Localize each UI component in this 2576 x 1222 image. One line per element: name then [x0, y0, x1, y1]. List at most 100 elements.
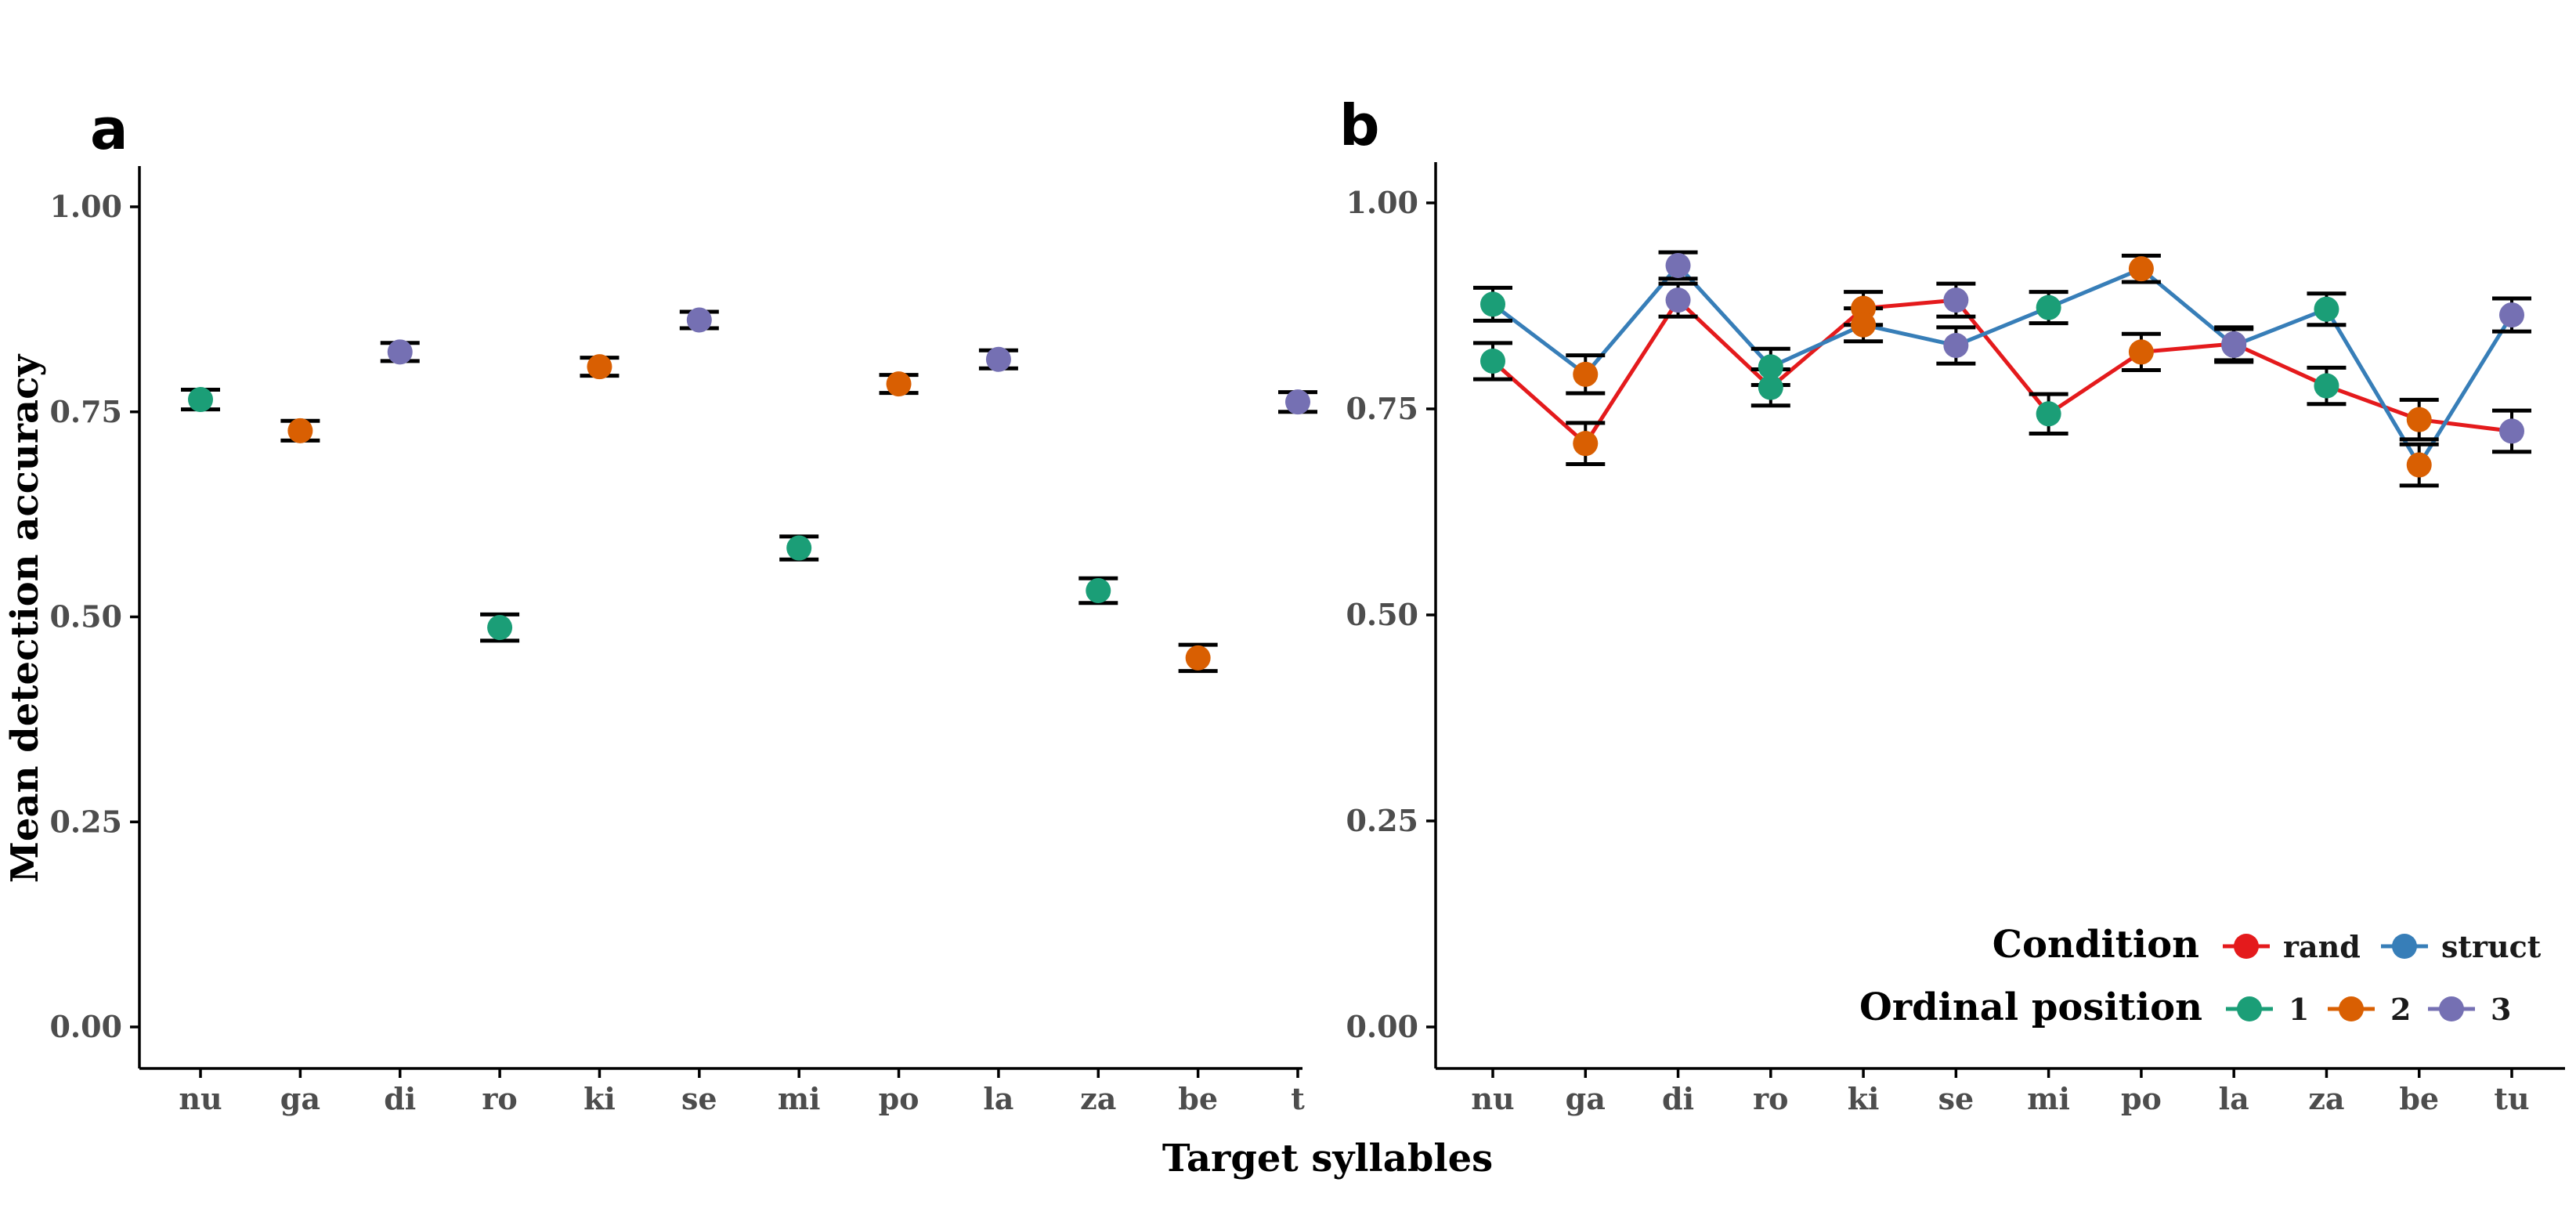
legend-position-1-label: 1: [2289, 992, 2309, 1027]
panel-b-x-tick-label: tu: [2494, 1081, 2529, 1116]
panel-b-x-tick-label: nu: [1471, 1081, 1514, 1116]
legend-rand-label: rand: [2283, 929, 2361, 964]
panel-a-x-tick-label: be: [1178, 1081, 1218, 1116]
panel-a-x-tick-label: po: [879, 1081, 919, 1116]
panel-b-x-tick-label: se: [1938, 1081, 1974, 1116]
panel-b-rand-point: [2406, 407, 2432, 432]
panel-b-x-tick-label: be: [2399, 1081, 2439, 1116]
panel-a-x-tick-label: nu: [179, 1081, 222, 1116]
panel-a-x-tick-label: ro: [482, 1081, 517, 1116]
panel-b-struct-point: [2499, 302, 2524, 328]
legend-item-struct: struct: [2381, 929, 2542, 964]
panel-b-x-tick-label: di: [1662, 1081, 1694, 1116]
legend-position-3-marker: [2439, 996, 2464, 1021]
panel-b-y-ticks: 0.00 0.25 0.50 0.75 1.00: [1346, 185, 1436, 1044]
legend-struct-marker: [2392, 934, 2417, 959]
panel-a-x-tick-label: la: [983, 1081, 1013, 1116]
panel-a-point: [487, 615, 513, 641]
panel-b-points: [1473, 250, 2531, 488]
panel-b-y-tick-label: 0.25: [1346, 803, 1418, 838]
legend-position-1-marker: [2237, 996, 2262, 1021]
panel-b-struct-point: [2128, 256, 2154, 282]
panel-b-struct-point: [1758, 354, 1783, 380]
legend-rand-marker: [2234, 934, 2259, 959]
panel-b-rand-point: [2036, 401, 2061, 427]
panel-a: a 0.00 0.25 0.50 0.75 1.00 nu ga di ro ki se mi po l…: [49, 96, 1317, 1116]
panel-a-x-tick-label: za: [1080, 1081, 1116, 1116]
panel-b-x-tick-label: ga: [1566, 1081, 1606, 1116]
panel-a-x-ticks: nu ga di ro ki se mi po la za be t: [179, 1068, 1305, 1116]
panel-b-x-tick-label: ki: [1848, 1081, 1880, 1116]
panel-b-struct-point: [1665, 252, 1691, 278]
legend-item-position-1: 1: [2226, 992, 2309, 1027]
panel-b-rand-point: [1758, 374, 1783, 400]
panel-b-struct-point: [1480, 291, 1505, 317]
panel-b-rand-point: [2128, 339, 2154, 365]
panel-a-y-tick-label: 0.75: [49, 394, 122, 429]
legend-item-position-3: 3: [2428, 992, 2511, 1027]
panel-b-y-tick-label: 0.75: [1346, 391, 1418, 426]
panel-a-y-ticks: 0.00 0.25 0.50 0.75 1.00: [49, 189, 139, 1044]
panel-b-rand-point: [1665, 287, 1691, 313]
panel-a-point: [786, 535, 812, 561]
panel-a-y-tick-label: 0.50: [49, 599, 122, 634]
panel-a-point: [886, 371, 912, 397]
legend: Condition rand struct Ordinal position 1: [1859, 923, 2542, 1029]
legend-position-2-label: 2: [2390, 992, 2411, 1027]
panel-b-rand-point: [1943, 287, 1969, 313]
panel-b-struct-point: [2406, 452, 2432, 478]
panel-a-point: [985, 346, 1011, 372]
panel-a-point: [188, 387, 213, 413]
panel-b-x-tick-label: mi: [2027, 1081, 2070, 1116]
panel-b-rand-point: [2499, 418, 2524, 444]
legend-position-title: Ordinal position: [1859, 985, 2202, 1029]
panel-b-struct-point: [1851, 312, 1877, 338]
legend-condition-title: Condition: [1993, 923, 2199, 967]
panel-a-point: [387, 339, 413, 365]
panel-b-rand-point: [1480, 348, 1505, 374]
panel-b-x-tick-label: ro: [1753, 1081, 1788, 1116]
panel-a-point: [287, 418, 313, 443]
panel-b-y-tick-label: 0.00: [1346, 1009, 1418, 1044]
legend-struct-label: struct: [2441, 929, 2542, 964]
legend-position-3-label: 3: [2491, 992, 2511, 1027]
panel-a-x-tick-label: t: [1291, 1081, 1305, 1116]
panel-a-x-tick-label: mi: [778, 1081, 821, 1116]
panel-b-y-tick-label: 0.50: [1346, 597, 1418, 632]
panel-b-x-tick-label: po: [2121, 1081, 2162, 1116]
panel-b-x-tick-label: za: [2308, 1081, 2344, 1116]
panel-b-rand-point: [2314, 373, 2339, 399]
panel-b-struct-point: [2036, 295, 2061, 320]
panel-a-y-tick-label: 1.00: [49, 189, 122, 224]
legend-item-rand: rand: [2223, 929, 2361, 964]
panel-a-points: [181, 307, 1317, 674]
panel-a-x-tick-label: di: [384, 1081, 416, 1116]
legend-position-2-marker: [2339, 996, 2364, 1021]
panel-a-point: [1086, 577, 1111, 603]
panel-a-x-tick-label: ki: [583, 1081, 616, 1116]
panel-b-tag: b: [1339, 92, 1380, 158]
panel-b-rand-point: [1573, 431, 1599, 457]
panel-a-point: [1285, 389, 1310, 415]
panel-b-struct-point: [2221, 332, 2247, 358]
panel-a-point: [587, 354, 612, 380]
x-axis-title: Target syllables: [1162, 1137, 1493, 1180]
panel-b-x-tick-label: la: [2219, 1081, 2249, 1116]
panel-a-tag: a: [90, 96, 128, 162]
panel-b-struct-point: [1943, 332, 1969, 358]
panel-a-point: [1185, 645, 1211, 671]
panel-b-struct-point: [2314, 296, 2339, 322]
panel-a-y-tick-label: 0.00: [49, 1009, 122, 1044]
panel-a-point: [686, 307, 712, 333]
y-axis-title: Mean detection accuracy: [3, 353, 47, 884]
panel-a-x-tick-label: se: [681, 1081, 717, 1116]
panel-a-y-tick-label: 0.25: [49, 804, 122, 839]
panel-a-x-tick-label: ga: [280, 1081, 320, 1116]
panel-b-y-tick-label: 1.00: [1346, 185, 1418, 220]
panel-b-struct-point: [1573, 361, 1599, 387]
legend-item-position-2: 2: [2328, 992, 2411, 1027]
panel-b-x-ticks: nu ga di ro ki se mi po la za be tu: [1471, 1068, 2530, 1116]
panel-b-rand-line: [1491, 298, 2513, 446]
panel-b: b 0.00 0.25 0.50 0.75 1.00 nu ga di ro ki se mi po l…: [1339, 92, 2565, 1116]
